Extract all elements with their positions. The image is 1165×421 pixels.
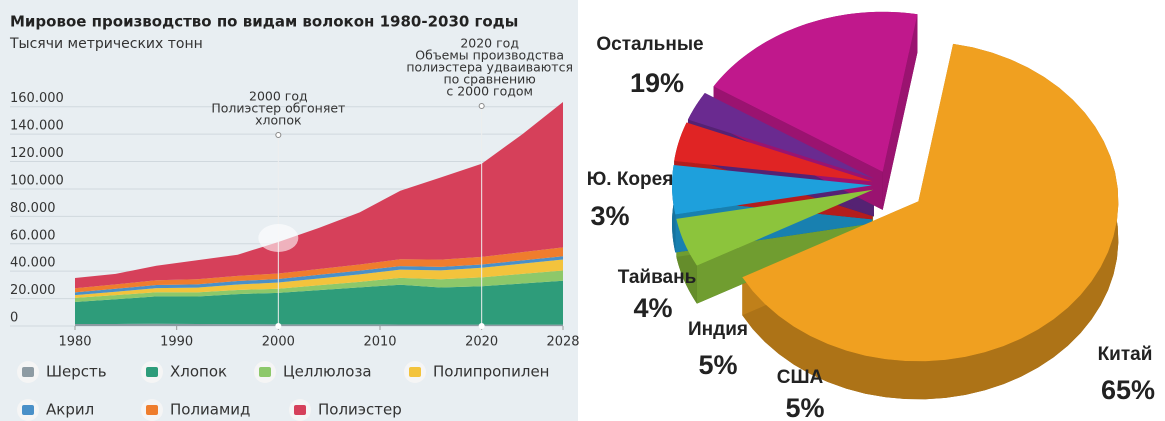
- annotation-dot: [275, 323, 282, 329]
- x-tick-label: 1990: [160, 335, 193, 350]
- slice-value-label: 4%: [633, 293, 672, 323]
- slice: [672, 164, 873, 215]
- legend-label: Шерсть: [46, 363, 107, 381]
- area: [75, 256, 563, 296]
- legend-label: Целлюлоза: [283, 363, 372, 381]
- legend-swatch: [259, 367, 271, 377]
- x-tick-label: 2000: [262, 335, 295, 350]
- y-tick-label: 100.000: [10, 173, 64, 188]
- area: [75, 247, 563, 293]
- slice-value-label: 5%: [785, 393, 824, 421]
- x-tick-label: 2020: [465, 335, 498, 350]
- legend-swatch: [22, 367, 34, 377]
- y-tick-label: 0: [10, 311, 18, 326]
- legend-swatch: [294, 405, 306, 415]
- area: [75, 102, 563, 289]
- annotation-dot: [478, 103, 485, 109]
- legend-label: Акрил: [46, 401, 94, 419]
- y-tick-label: 20.000: [10, 283, 56, 298]
- area: [75, 270, 563, 303]
- annotation: полиэстера удваиваются: [406, 60, 573, 75]
- annotation: хлопок: [255, 113, 302, 128]
- slice: [713, 11, 918, 172]
- y-tick-label: 80.000: [10, 201, 56, 216]
- annotation: 2020 год: [460, 36, 519, 51]
- legend-swatch: [146, 405, 158, 415]
- annotation-dot: [275, 132, 282, 138]
- area: [75, 280, 563, 325]
- slice-value-label: 3%: [590, 201, 629, 231]
- slice-edge: [882, 14, 918, 210]
- annotation: Полиэстер обгоняет: [211, 101, 345, 116]
- annotation-dot: [478, 323, 485, 329]
- highlight: [258, 224, 299, 252]
- slice-value-label: 5%: [698, 350, 737, 380]
- area: [75, 259, 563, 298]
- slice: [676, 189, 874, 266]
- chart-title: Мировое производство по видам волокон 19…: [10, 13, 518, 31]
- legend-swatch: [409, 367, 421, 377]
- slice-value-label: 19%: [630, 68, 684, 98]
- y-tick-label: 60.000: [10, 228, 56, 243]
- legend-label: Полиэстер: [318, 401, 402, 419]
- slice: [687, 93, 874, 179]
- y-tick-label: 140.000: [10, 119, 64, 134]
- x-tick-label: 2010: [363, 335, 396, 350]
- x-tick-label: 2028: [546, 335, 579, 350]
- slice: [742, 43, 1119, 362]
- legend-swatch: [22, 405, 34, 415]
- legend-label: Полипропилен: [433, 363, 549, 381]
- y-tick-label: 160.000: [10, 91, 64, 106]
- pie-chart: Китай 65% США 5% Индия 5% Тайвань 4% Ю. Корея 3% О…: [587, 11, 1155, 421]
- annotation: 2000 год: [249, 89, 308, 104]
- slice-name: Остальные: [596, 34, 703, 55]
- slice-name: США: [777, 367, 824, 388]
- slice-name: Ю. Корея: [587, 169, 674, 190]
- slice-name: Тайвань: [618, 267, 697, 288]
- slice-name: Индия: [688, 319, 748, 340]
- slice: [674, 122, 873, 182]
- legend-swatch: [146, 367, 158, 377]
- legend-label: Полиамид: [170, 401, 250, 419]
- x-tick-label: 1980: [58, 335, 91, 350]
- slice-value-label: 65%: [1101, 375, 1155, 405]
- annotation: Объемы производства: [415, 48, 564, 63]
- chart-subtitle: Тысячи метрических тонн: [9, 36, 203, 52]
- y-tick-label: 40.000: [10, 256, 56, 271]
- area: [75, 323, 563, 326]
- annotation: по сравнению: [444, 72, 536, 87]
- y-tick-label: 120.000: [10, 146, 64, 161]
- slice-name: Китай: [1098, 344, 1153, 365]
- annotation: с 2000 годом: [446, 84, 533, 99]
- area-chart: 0 20.000 40.000 60.000 80.000 100.000 120.000 1…: [10, 36, 580, 421]
- legend-label: Хлопок: [170, 363, 227, 381]
